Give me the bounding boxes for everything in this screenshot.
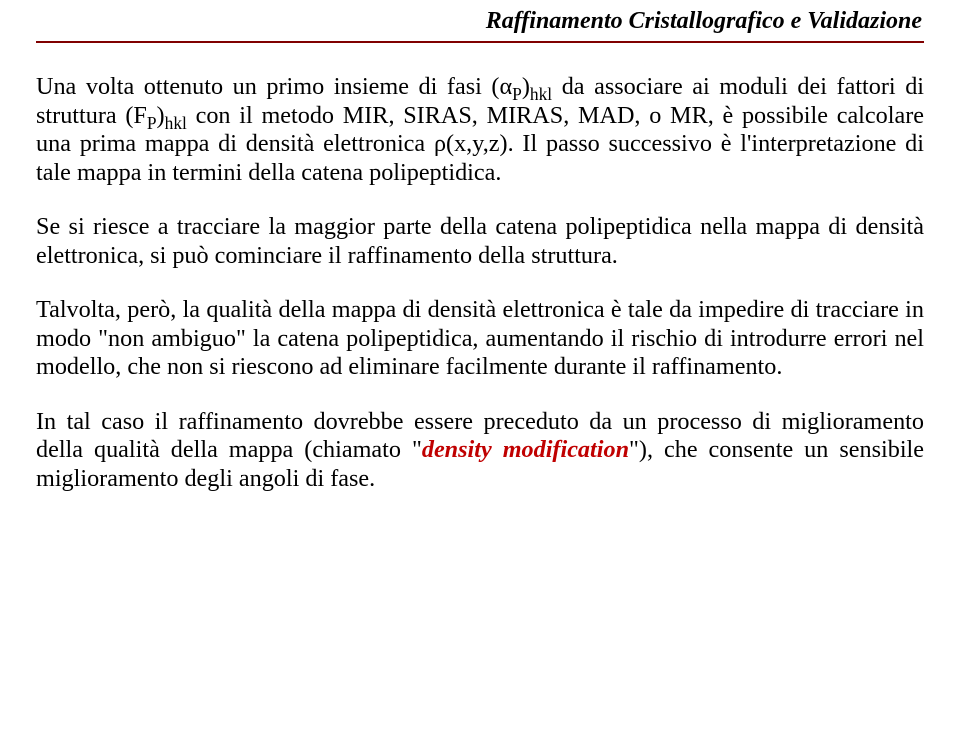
paragraph-4: In tal caso il raffinamento dovrebbe ess… [36, 408, 924, 494]
header-rule [36, 41, 924, 43]
text-run: ) [157, 102, 165, 129]
paragraph-1: Una volta ottenuto un primo insieme di f… [36, 73, 924, 187]
paragraph-3: Talvolta, però, la qualità della mappa d… [36, 296, 924, 382]
page: Raffinamento Cristallografico e Validazi… [0, 0, 960, 494]
page-title: Raffinamento Cristallografico e Validazi… [36, 8, 924, 35]
emphasis-term: density modification [422, 436, 629, 463]
text-run: Una volta ottenuto un primo insieme di f… [36, 73, 512, 100]
paragraph-2: Se si riesce a tracciare la maggior part… [36, 213, 924, 270]
text-run: ) [522, 73, 530, 100]
